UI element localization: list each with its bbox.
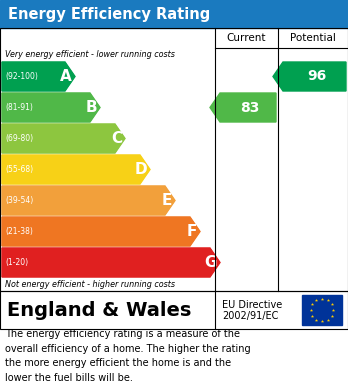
Text: (39-54): (39-54): [5, 196, 33, 205]
Text: England & Wales: England & Wales: [7, 301, 191, 319]
Bar: [0, 291, 348, 329]
Text: D: D: [134, 162, 147, 177]
Text: Not energy efficient - higher running costs: Not energy efficient - higher running co…: [5, 280, 175, 289]
Text: (92-100): (92-100): [5, 72, 38, 81]
Text: F: F: [187, 224, 197, 239]
Text: (55-68): (55-68): [5, 165, 33, 174]
Text: C: C: [111, 131, 122, 146]
Polygon shape: [2, 155, 150, 184]
Text: EU Directive: EU Directive: [222, 300, 282, 310]
Polygon shape: [2, 93, 100, 122]
Polygon shape: [210, 93, 276, 122]
Text: Current: Current: [227, 33, 266, 43]
Text: (21-38): (21-38): [5, 227, 33, 236]
Bar: [302, 295, 342, 325]
Bar: [0, 0, 348, 28]
Text: G: G: [205, 255, 217, 270]
Polygon shape: [2, 186, 175, 215]
Text: 96: 96: [307, 70, 326, 84]
Text: A: A: [60, 69, 72, 84]
Text: Energy Efficiency Rating: Energy Efficiency Rating: [8, 7, 210, 22]
Polygon shape: [2, 248, 220, 277]
Text: B: B: [85, 100, 97, 115]
Text: 83: 83: [240, 100, 260, 115]
Text: Very energy efficient - lower running costs: Very energy efficient - lower running co…: [5, 50, 175, 59]
Bar: [0, 28, 348, 291]
Text: 2002/91/EC: 2002/91/EC: [222, 311, 278, 321]
Text: Potential: Potential: [290, 33, 336, 43]
Text: (81-91): (81-91): [5, 103, 33, 112]
Text: E: E: [161, 193, 172, 208]
Text: (1-20): (1-20): [5, 258, 28, 267]
Text: (69-80): (69-80): [5, 134, 33, 143]
Polygon shape: [273, 62, 346, 91]
Polygon shape: [2, 62, 75, 91]
Polygon shape: [2, 124, 125, 153]
Polygon shape: [2, 217, 200, 246]
Text: The energy efficiency rating is a measure of the
overall efficiency of a home. T: The energy efficiency rating is a measur…: [5, 329, 251, 383]
